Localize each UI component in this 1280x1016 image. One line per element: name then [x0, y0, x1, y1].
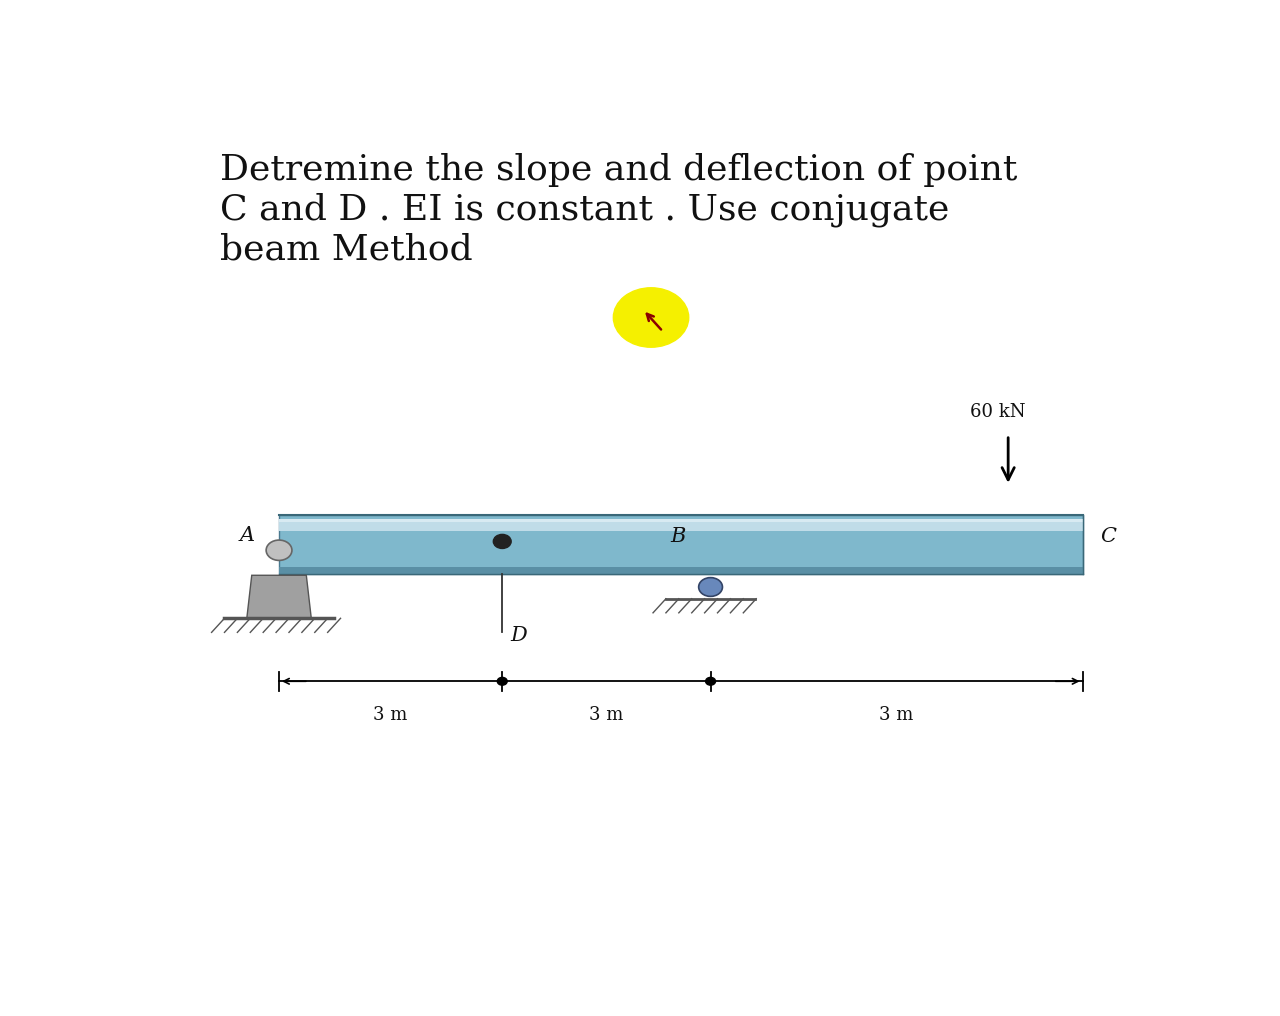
Bar	[279, 518, 1083, 522]
Polygon shape	[247, 575, 311, 619]
Circle shape	[266, 541, 292, 561]
Bar	[279, 515, 1083, 574]
Circle shape	[493, 534, 511, 549]
Text: 3 m: 3 m	[879, 706, 914, 724]
Circle shape	[699, 578, 722, 596]
Text: Detremine the slope and deflection of point
C and D . EI is constant . Use conju: Detremine the slope and deflection of po…	[220, 153, 1016, 266]
Text: 60 kN: 60 kN	[970, 402, 1027, 421]
Bar	[279, 567, 1083, 574]
Ellipse shape	[613, 288, 689, 347]
Text: 3 m: 3 m	[374, 706, 408, 724]
Bar	[279, 521, 1083, 531]
Text: A: A	[239, 526, 255, 545]
Circle shape	[705, 678, 716, 685]
Text: 3 m: 3 m	[589, 706, 623, 724]
Text: D: D	[511, 626, 527, 645]
Text: C: C	[1101, 527, 1116, 546]
Circle shape	[497, 678, 507, 685]
Text: B: B	[671, 527, 686, 546]
